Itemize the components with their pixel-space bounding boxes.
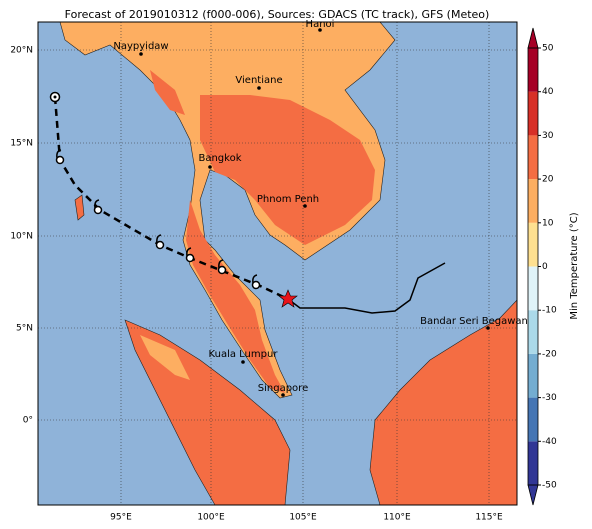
lat-label: 5°N: [16, 324, 33, 334]
storm-symbols: [55, 149, 261, 290]
colorbar-segment: [528, 353, 538, 398]
storm-symbol-tail: [186, 247, 192, 257]
colorbar-segment: [528, 91, 538, 136]
lon-label: 110°E: [383, 513, 411, 523]
lat-label: 20°N: [10, 46, 33, 56]
storm-symbol-tail: [218, 259, 224, 269]
city-label: Bandar Seri Begawan: [420, 316, 528, 327]
city-label: Kuala Lumpur: [209, 349, 279, 360]
storm-symbol-tail: [156, 234, 162, 244]
colorbar-segment: [528, 441, 538, 485]
city-dot: [281, 393, 285, 397]
lat-label: 10°N: [10, 232, 33, 242]
colorbar-segment: [528, 310, 538, 354]
city-dot: [241, 360, 245, 364]
lon-label: 100°E: [197, 513, 225, 523]
map-frame: [37, 21, 518, 506]
colorbar-tick-label: -50: [542, 481, 557, 491]
storm-symbol-tail: [56, 149, 62, 159]
lon-label: 95°E: [110, 513, 132, 523]
storm-symbol: [155, 240, 165, 250]
map-title: Forecast of 2019010312 (f000-006), Sourc…: [65, 8, 490, 21]
lat-label: 0°: [23, 416, 33, 426]
colorbar-segment: [528, 397, 538, 442]
storm-symbol-tail: [252, 274, 258, 284]
colorbar-segment: [528, 48, 538, 92]
city-dot: [318, 28, 322, 32]
colorbar-tick-label: 50: [542, 44, 554, 54]
colorbar-tick-label: -10: [542, 306, 557, 316]
colorbar-label: Min Temperature (°C): [569, 212, 580, 319]
city-label: Hanoi: [306, 19, 335, 30]
land: [59, 21, 518, 506]
lon-label: 105°E: [289, 513, 317, 523]
city-label: Phnom Penh: [257, 194, 319, 205]
colorbar-segment: [528, 222, 538, 267]
colorbar-tick-label: 30: [542, 131, 554, 141]
storm-symbol: [55, 155, 65, 165]
city-label: Naypyidaw: [113, 41, 168, 52]
city-label: Vientiane: [235, 75, 282, 86]
colorbar-tick-label: 20: [542, 175, 554, 185]
storm-symbol-tail: [94, 199, 100, 209]
colorbar-tick-label: -40: [542, 437, 557, 447]
lat-label: 15°N: [10, 139, 33, 149]
colorbar-segment: [528, 266, 538, 311]
colorbar-tick-label: -30: [542, 393, 557, 403]
colorbar-max-arrow: [527, 27, 539, 49]
lon-label: 115°E: [475, 513, 503, 523]
city-dot: [208, 165, 212, 169]
current-position: [278, 289, 298, 308]
overlay: 95°E 100°E 105°E 110°E 115°E 20°N 15°N 10°N 5°N 0…: [10, 19, 528, 523]
colorbar-tick-label: 40: [542, 87, 554, 97]
colorbar-tick-label: 0: [542, 262, 548, 272]
city-dot: [486, 326, 490, 330]
colorbar-tick-label: -20: [542, 349, 557, 359]
storm-origin-center: [53, 95, 57, 99]
storm-symbol: [185, 253, 195, 263]
colorbar-tick-label: 10: [542, 218, 554, 228]
colorbar-min-arrow: [527, 484, 539, 506]
storm-symbol: [217, 265, 227, 275]
past-track: [287, 262, 446, 314]
colorbar-segment: [528, 135, 538, 180]
city-dot: [139, 52, 143, 56]
storm-symbol: [251, 280, 261, 290]
city-label: Bangkok: [198, 153, 241, 164]
storm-symbol: [93, 205, 103, 215]
city-dot: [257, 86, 261, 90]
colorbar-segment: [528, 179, 538, 223]
city-label: Singapore: [258, 383, 308, 394]
city-dot: [303, 204, 307, 208]
